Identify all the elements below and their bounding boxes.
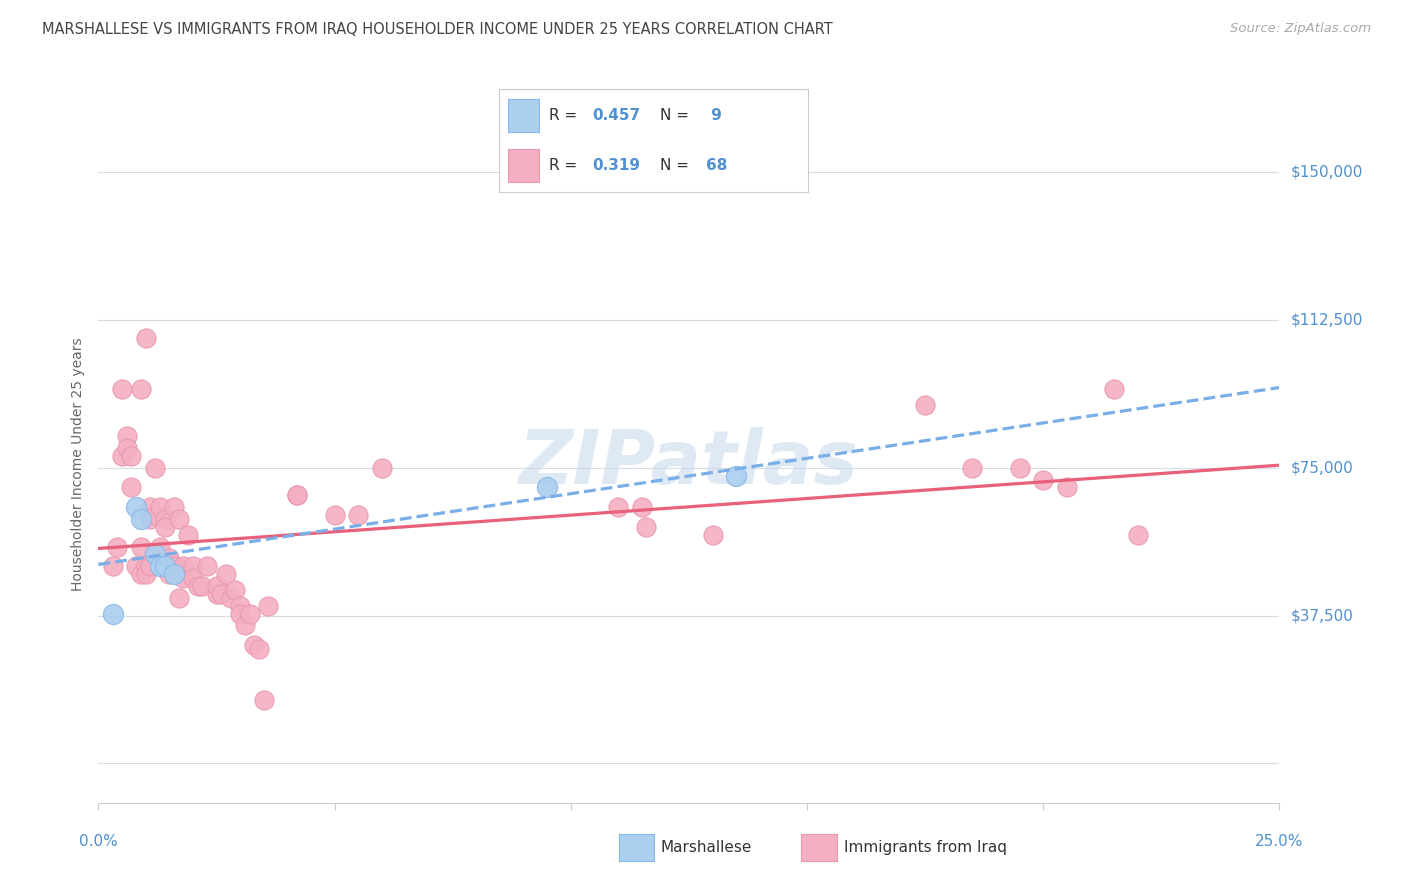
Point — [607, 500, 630, 515]
Text: N =: N = — [659, 108, 693, 123]
Point — [125, 559, 148, 574]
Point — [163, 500, 186, 515]
Point — [195, 559, 218, 574]
Point — [181, 571, 204, 585]
Point — [962, 460, 984, 475]
Point — [229, 607, 252, 621]
Point — [172, 571, 194, 585]
Text: 9: 9 — [706, 108, 723, 123]
Point — [135, 331, 157, 345]
Point — [163, 559, 186, 574]
Point — [1102, 382, 1125, 396]
Point — [101, 607, 124, 621]
Point — [253, 693, 276, 707]
Point — [105, 540, 128, 554]
Point — [115, 441, 138, 455]
Point — [285, 488, 308, 502]
Point — [143, 460, 166, 475]
Point — [1032, 473, 1054, 487]
Point — [157, 567, 180, 582]
Text: Marshallese: Marshallese — [661, 840, 752, 855]
Point — [129, 382, 152, 396]
Point — [1126, 528, 1149, 542]
Text: $37,500: $37,500 — [1291, 608, 1354, 624]
Point — [121, 481, 143, 495]
Point — [219, 591, 242, 605]
Point — [702, 528, 724, 542]
Point — [239, 607, 262, 621]
Text: R =: R = — [548, 108, 582, 123]
Point — [125, 500, 148, 515]
Point — [139, 559, 162, 574]
Point — [725, 468, 748, 483]
Point — [129, 567, 152, 582]
Point — [630, 500, 652, 515]
Point — [153, 520, 176, 534]
Bar — [509, 149, 540, 181]
Text: $112,500: $112,500 — [1291, 312, 1362, 327]
Point — [139, 512, 162, 526]
Point — [215, 567, 238, 582]
Point — [257, 599, 280, 613]
Point — [347, 508, 370, 522]
Point — [167, 512, 190, 526]
Point — [323, 508, 346, 522]
Point — [1008, 460, 1031, 475]
Text: 0.319: 0.319 — [592, 158, 640, 173]
Bar — [509, 99, 540, 132]
Point — [143, 548, 166, 562]
Point — [229, 599, 252, 613]
Point — [181, 559, 204, 574]
Point — [135, 559, 157, 574]
Text: R =: R = — [548, 158, 582, 173]
Point — [139, 500, 162, 515]
Text: 0.0%: 0.0% — [79, 834, 118, 849]
Point — [121, 449, 143, 463]
Text: Source: ZipAtlas.com: Source: ZipAtlas.com — [1230, 22, 1371, 36]
Point — [636, 520, 658, 534]
Point — [115, 429, 138, 443]
Text: MARSHALLESE VS IMMIGRANTS FROM IRAQ HOUSEHOLDER INCOME UNDER 25 YEARS CORRELATIO: MARSHALLESE VS IMMIGRANTS FROM IRAQ HOUS… — [42, 22, 832, 37]
Point — [149, 500, 172, 515]
Text: Immigrants from Iraq: Immigrants from Iraq — [844, 840, 1007, 855]
Point — [205, 579, 228, 593]
Point — [163, 567, 186, 582]
Point — [153, 512, 176, 526]
Point — [149, 559, 172, 574]
Point — [536, 481, 558, 495]
Text: ZIPatlas: ZIPatlas — [519, 427, 859, 500]
Point — [149, 540, 172, 554]
Point — [111, 449, 134, 463]
Point — [224, 582, 246, 597]
Point — [167, 591, 190, 605]
Point — [172, 559, 194, 574]
Point — [371, 460, 394, 475]
Point — [143, 508, 166, 522]
Y-axis label: Householder Income Under 25 years: Householder Income Under 25 years — [72, 337, 86, 591]
Point — [177, 528, 200, 542]
Point — [285, 488, 308, 502]
Point — [191, 579, 214, 593]
Point — [111, 382, 134, 396]
Text: $150,000: $150,000 — [1291, 165, 1362, 179]
Point — [914, 398, 936, 412]
Point — [209, 587, 232, 601]
Point — [153, 559, 176, 574]
Text: 68: 68 — [706, 158, 728, 173]
Point — [129, 540, 152, 554]
Text: N =: N = — [659, 158, 693, 173]
Text: $75,000: $75,000 — [1291, 460, 1354, 475]
Point — [129, 512, 152, 526]
Point — [187, 579, 209, 593]
Point — [205, 587, 228, 601]
Point — [135, 567, 157, 582]
Text: 0.457: 0.457 — [592, 108, 640, 123]
Point — [247, 642, 270, 657]
Point — [157, 551, 180, 566]
Point — [233, 618, 256, 632]
Text: 25.0%: 25.0% — [1256, 834, 1303, 849]
Point — [243, 638, 266, 652]
Point — [101, 559, 124, 574]
Point — [1056, 481, 1078, 495]
